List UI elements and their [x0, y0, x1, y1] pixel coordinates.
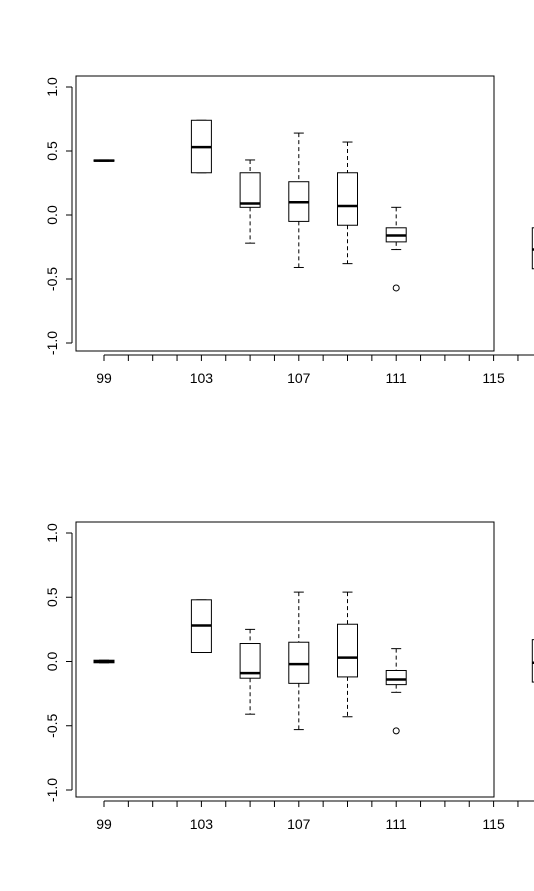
x-tick-label: 99	[96, 816, 112, 832]
y-tick-label: 0.0	[44, 652, 60, 672]
box-109	[337, 591, 358, 718]
y-tick-label: 1.0	[44, 77, 60, 97]
box-107	[288, 132, 310, 268]
box-117	[531, 639, 534, 683]
iqr-box	[239, 643, 261, 679]
y-tick-label: -0.5	[44, 713, 60, 737]
box-109	[337, 141, 358, 265]
x-tick-label: 111	[386, 816, 407, 832]
outlier-point	[392, 727, 400, 735]
box-105	[239, 159, 261, 244]
box-99	[93, 159, 115, 162]
iqr-box	[531, 227, 534, 270]
y-tick-label: -1.0	[44, 331, 60, 355]
x-tick-label: 111	[386, 370, 407, 386]
x-tick-label: 115	[482, 370, 505, 386]
iqr-box	[385, 669, 407, 686]
box-99	[93, 659, 115, 664]
box-103	[190, 599, 212, 654]
iqr-box	[337, 172, 358, 226]
box-107	[288, 591, 310, 731]
x-tick-label: 107	[287, 816, 311, 832]
iqr-box	[531, 639, 534, 683]
box-103	[190, 119, 212, 174]
outlier-point	[392, 284, 400, 292]
y-tick-label: 1.0	[44, 523, 60, 543]
bottom-boxplot-panel: -1.0-0.50.00.51.099103107111115119123127	[44, 521, 534, 832]
box-111	[385, 648, 407, 735]
box-105	[239, 628, 261, 715]
x-tick-label: 107	[287, 370, 311, 386]
y-tick-label: 0.0	[44, 205, 60, 225]
y-tick-label: -1.0	[44, 778, 60, 802]
y-tick-label: 0.5	[44, 141, 60, 161]
iqr-box	[239, 172, 261, 208]
x-tick-label: 103	[190, 370, 214, 386]
x-tick-label: 99	[96, 370, 112, 386]
y-tick-label: -0.5	[44, 267, 60, 291]
top-boxplot-panel: -1.0-0.50.00.51.099103107111115119123127	[44, 75, 534, 386]
x-tick-label: 115	[482, 816, 505, 832]
plot-frame	[75, 521, 495, 798]
x-tick-label: 103	[190, 816, 214, 832]
box-111	[385, 206, 407, 292]
plot-frame	[75, 75, 495, 352]
iqr-box	[288, 641, 310, 684]
iqr-box	[337, 623, 358, 678]
box-117	[531, 227, 534, 270]
y-tick-label: 0.5	[44, 587, 60, 607]
